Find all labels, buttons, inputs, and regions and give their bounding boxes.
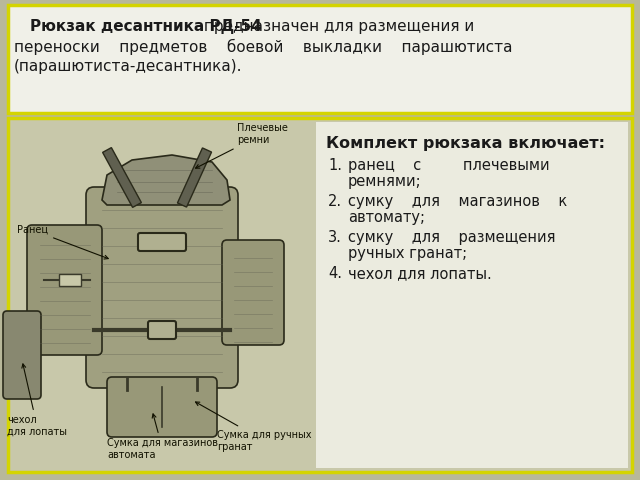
- Text: Комплект рюкзака включает:: Комплект рюкзака включает:: [326, 136, 605, 151]
- Text: ремнями;: ремнями;: [348, 174, 422, 189]
- Text: сумку    для    размещения: сумку для размещения: [348, 230, 556, 245]
- Text: ручных гранат;: ручных гранат;: [348, 246, 467, 261]
- FancyArrow shape: [177, 148, 212, 207]
- Text: (парашютиста-десантника).: (парашютиста-десантника).: [14, 59, 243, 74]
- Text: чехол для лопаты.: чехол для лопаты.: [348, 266, 492, 281]
- Text: переноски    предметов    боевой    выкладки    парашютиста: переноски предметов боевой выкладки пара…: [14, 39, 513, 55]
- FancyBboxPatch shape: [3, 311, 41, 399]
- Text: сумку    для    магазинов    к: сумку для магазинов к: [348, 194, 567, 209]
- Text: предназначен для размещения и: предназначен для размещения и: [199, 19, 474, 34]
- Text: 4.: 4.: [328, 266, 342, 281]
- FancyBboxPatch shape: [27, 225, 102, 355]
- Text: 1.: 1.: [328, 158, 342, 173]
- Text: Рюкзак десантника РД-54: Рюкзак десантника РД-54: [30, 19, 262, 34]
- FancyBboxPatch shape: [148, 321, 176, 339]
- FancyBboxPatch shape: [8, 5, 632, 113]
- Text: ранец    с         плечевыми: ранец с плечевыми: [348, 158, 550, 173]
- Text: Сумка для ручных
гранат: Сумка для ручных гранат: [195, 402, 312, 452]
- Text: 2.: 2.: [328, 194, 342, 209]
- FancyBboxPatch shape: [8, 118, 632, 472]
- FancyArrow shape: [102, 148, 141, 207]
- Text: Плечевые
ремни: Плечевые ремни: [196, 123, 288, 168]
- Text: 3.: 3.: [328, 230, 342, 245]
- FancyBboxPatch shape: [86, 187, 238, 388]
- FancyBboxPatch shape: [107, 377, 217, 437]
- FancyBboxPatch shape: [138, 233, 186, 251]
- Text: чехол
для лопаты: чехол для лопаты: [7, 364, 67, 437]
- Polygon shape: [102, 155, 230, 205]
- Text: Ранец: Ранец: [17, 225, 108, 259]
- FancyBboxPatch shape: [59, 274, 81, 286]
- Text: автомату;: автомату;: [348, 210, 425, 225]
- FancyBboxPatch shape: [316, 122, 628, 468]
- Text: Сумка для магазинов
автомата: Сумка для магазинов автомата: [107, 414, 218, 460]
- FancyBboxPatch shape: [222, 240, 284, 345]
